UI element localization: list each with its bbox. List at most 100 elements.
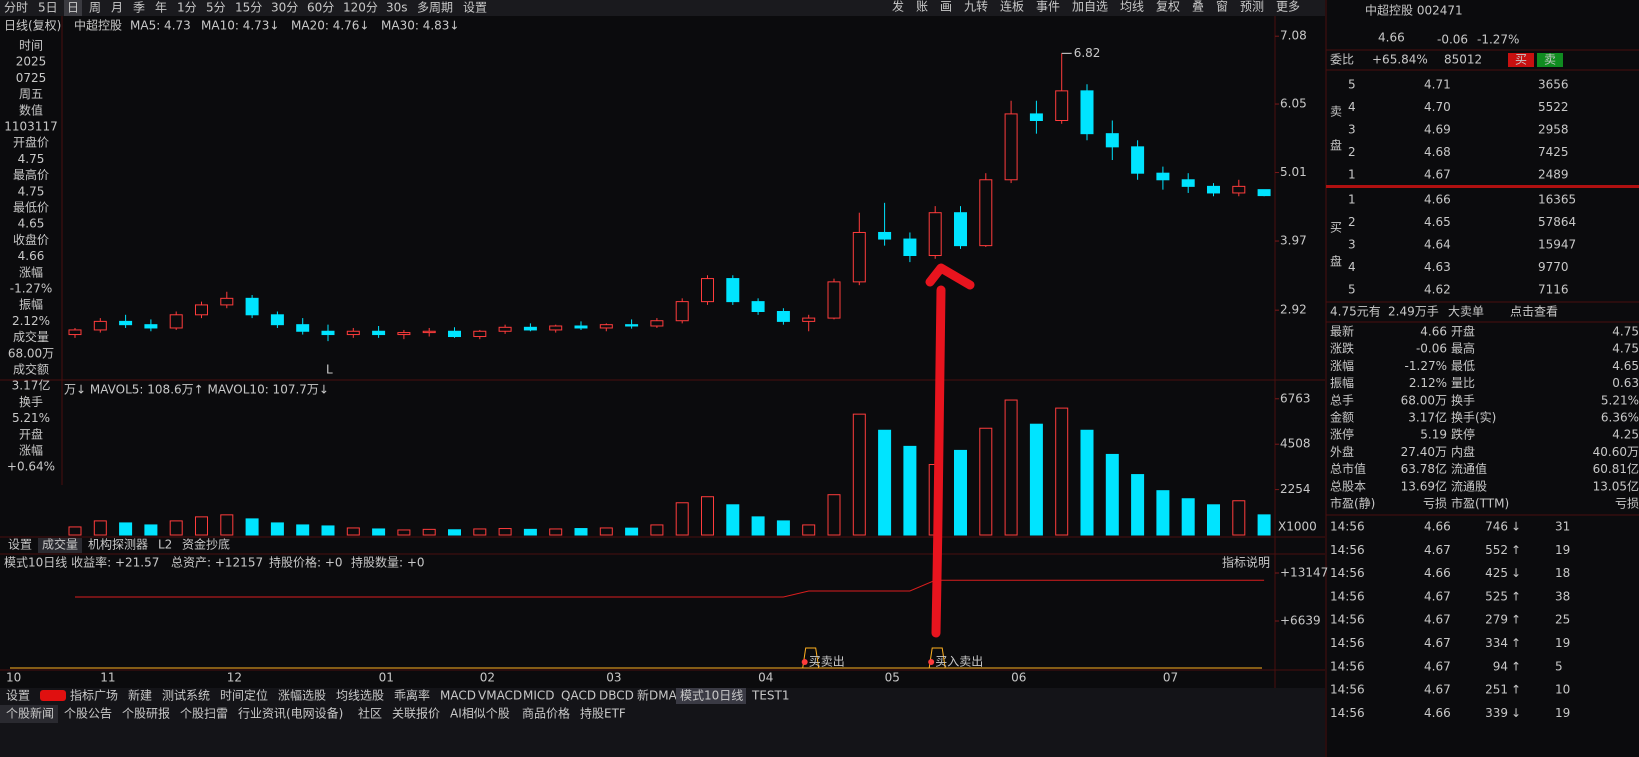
book-price: 4.70 [1424,100,1451,114]
bottom-tab[interactable]: MACD [440,689,476,703]
trade-volume: 339 [1485,706,1508,720]
indicator-header: 持股数量: +0 [351,555,425,570]
panel-tab[interactable]: L2 [158,538,172,552]
toolbar-item[interactable]: 60分 [307,1,334,15]
bottom-tab[interactable]: 模式10日线 [680,689,743,703]
info-text: -1.27% [10,282,52,296]
candle-body [1004,113,1018,181]
stat-value: -0.06 [1416,342,1447,356]
news-tab[interactable]: 持股ETF [580,706,626,721]
bottom-tab[interactable]: 乖离率 [394,688,430,703]
bottom-tab[interactable]: 测试系统 [162,688,210,703]
panel-tab[interactable]: 机构探测器 [88,537,148,552]
trade-count: 31 [1555,520,1570,534]
toolbar-item[interactable]: 15分 [235,1,262,15]
toolbar-item[interactable]: 30分 [271,1,298,15]
toolbar-item[interactable]: 发 [892,0,904,14]
bottom-tab[interactable]: VMACD [478,689,522,703]
y-tick-label: 7.08 [1280,29,1307,43]
bottom-tab[interactable]: 指标广场 [70,688,118,703]
trade-count: 19 [1555,706,1570,720]
stat-label: 内盘 [1451,444,1475,459]
bottom-tab[interactable]: 时间定位 [220,688,268,703]
news-tab[interactable]: 关联报价 [392,706,440,721]
tab-active [0,705,58,723]
stat-value: 0.63 [1612,376,1639,390]
toolbar-item[interactable]: 事件 [1036,0,1060,14]
candle-body [1156,172,1170,181]
toolbar-item[interactable]: 1分 [177,1,197,15]
buy-button[interactable] [1508,53,1534,67]
candle-body [473,330,487,338]
bottom-tab[interactable]: 新建 [128,688,152,703]
stat-label: 市盈(静) [1330,496,1375,511]
info-text: 4.66 [18,249,45,263]
toolbar-item[interactable]: 30s [386,1,408,15]
toolbar-item[interactable]: 窗 [1216,0,1228,14]
candle-body [119,320,133,326]
info-text: 开盘价 [13,135,49,150]
toolbar-item[interactable]: 叠 [1192,0,1204,14]
book-side: 卖 [1330,105,1342,119]
toolbar-item[interactable]: 多周期 [417,1,453,15]
toolbar-item[interactable]: 5日 [38,1,58,15]
book-volume: 9770 [1538,260,1569,274]
news-tab[interactable]: 个股扫雷 [180,707,228,721]
candle-body [1232,185,1246,194]
trade-count: 25 [1555,613,1570,627]
news-tab[interactable]: 行业资讯(电网设备) [238,707,343,721]
candle-body [776,311,790,322]
bottom-tab[interactable]: 新DMA [637,688,678,703]
news-tab[interactable]: 社区 [358,706,382,721]
toolbar-item[interactable]: 画 [940,0,952,14]
toolbar-item[interactable]: 5分 [206,1,226,15]
sell-button[interactable] [1537,53,1563,67]
bottom-tab[interactable]: TEST1 [751,689,790,703]
news-tab[interactable]: AI相似个股 [450,707,510,721]
candle-body [878,231,892,240]
toolbar-item[interactable]: 复权 [1156,0,1180,14]
toolbar-item[interactable]: 九转 [964,0,988,14]
indicator-help[interactable]: 指标说明 [1222,555,1270,570]
news-tab[interactable]: 个股公告 [64,707,112,721]
book-volume: 15947 [1538,238,1576,252]
volume-bar [701,496,714,536]
bottom-tab[interactable]: QACD [561,689,596,703]
trade-price: 4.67 [1424,543,1451,557]
toolbar-item[interactable]: 连板 [1000,0,1024,14]
toolbar-item[interactable]: 加自选 [1072,0,1108,14]
toolbar-item[interactable]: 分时 [4,1,28,15]
volume-bar [954,449,967,536]
bottom-tab[interactable]: 涨幅选股 [278,688,326,703]
toolbar-item[interactable]: 季 [133,1,145,15]
toolbar-item[interactable]: 120分 [343,1,378,15]
news-tab[interactable]: 个股新闻 [6,706,54,721]
toolbar-item[interactable]: 设置 [463,1,487,15]
toolbar-item[interactable]: 均线 [1120,0,1144,14]
trade-dir: ↓ [1511,566,1521,580]
book-level: 2 [1348,215,1356,229]
bottom-tab[interactable]: 设置 [6,689,30,703]
toolbar-item[interactable]: 账 [916,0,928,14]
toolbar-item[interactable]: 年 [155,1,167,15]
panel-tab[interactable]: 设置 [8,538,32,552]
bottom-tab[interactable]: 均线选股 [336,689,384,703]
panel-tab[interactable]: 资金抄底 [182,537,230,552]
big-order: 点击查看 [1510,305,1558,319]
toolbar-item[interactable]: 月 [111,1,123,15]
toolbar-item[interactable]: 周 [89,1,101,15]
stock-title: 中超控股 002471 [1365,3,1463,18]
panel-tab[interactable]: 成交量 [42,537,78,552]
chart-header: 中超控股 [74,18,122,33]
toolbar-item[interactable]: 更多 [1276,0,1300,14]
toolbar-item[interactable]: 日 [67,1,79,15]
info-text: 0725 [16,71,47,85]
bottom-tab[interactable]: MICD [523,689,555,703]
news-tab[interactable]: 个股研报 [122,706,170,721]
volume-bar [599,527,613,536]
toolbar-item[interactable]: 预测 [1240,0,1264,14]
volume-bar [169,520,183,536]
vol-header: 万↓ MAVOL5: 108.6万↑ MAVOL10: 107.7万↓ [64,383,329,397]
bottom-tab[interactable]: DBCD [599,689,634,703]
news-tab[interactable]: 商品价格 [522,706,570,721]
